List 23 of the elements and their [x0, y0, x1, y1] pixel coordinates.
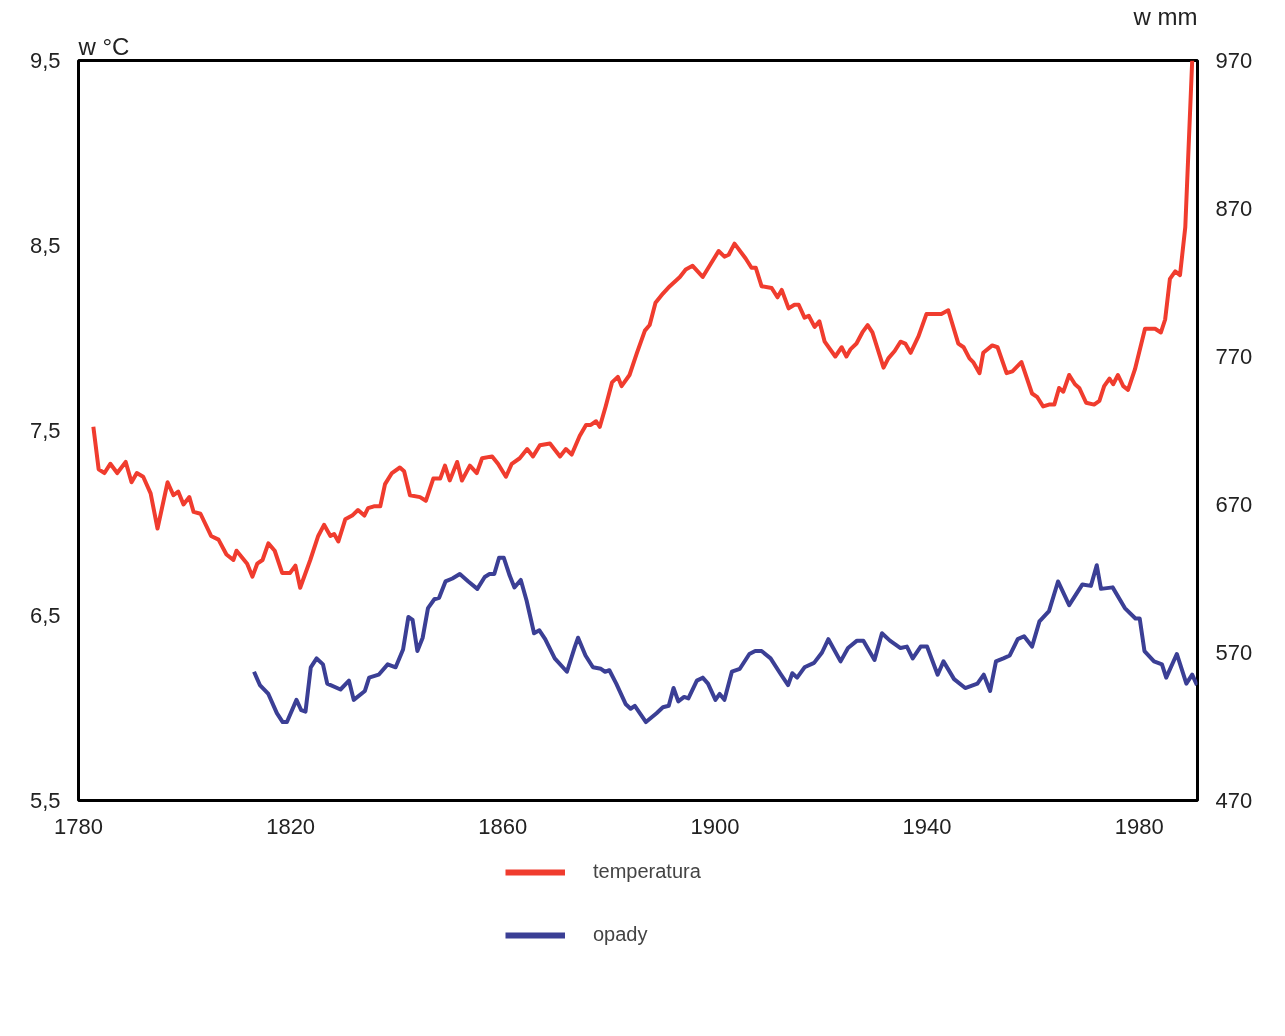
line-series	[91, 60, 1195, 590]
x-tick-label: 1900	[690, 813, 740, 839]
y2-tick-label: 770	[1215, 344, 1253, 369]
x-tick-label: 1980	[1114, 813, 1164, 839]
y-axis-title: w °C	[77, 32, 130, 60]
y-tick-label: 8,5	[29, 233, 61, 258]
x-tick-label: 1860	[478, 813, 528, 839]
x-tick-label: 1780	[54, 813, 103, 839]
x-tick-label: 1940	[902, 813, 952, 839]
y2-tick-label: 470	[1215, 788, 1253, 813]
y2-tick-label: 970	[1215, 48, 1253, 73]
y2-tick-label: 670	[1215, 492, 1253, 517]
y-tick-label: 5,5	[29, 788, 61, 813]
y2-tick-label: 870	[1215, 196, 1253, 221]
y-tick-label: 7,5	[29, 418, 61, 443]
x-tick-label: 1820	[266, 813, 316, 839]
legend-label: temperatura	[593, 860, 701, 883]
y2-axis-title: w mm	[1132, 2, 1198, 30]
y-tick-label: 9,5	[29, 48, 61, 73]
line-series	[252, 555, 1198, 725]
legend-label: opady	[593, 923, 648, 946]
y-tick-label: 6,5	[29, 603, 61, 628]
y2-tick-label: 570	[1215, 640, 1253, 665]
